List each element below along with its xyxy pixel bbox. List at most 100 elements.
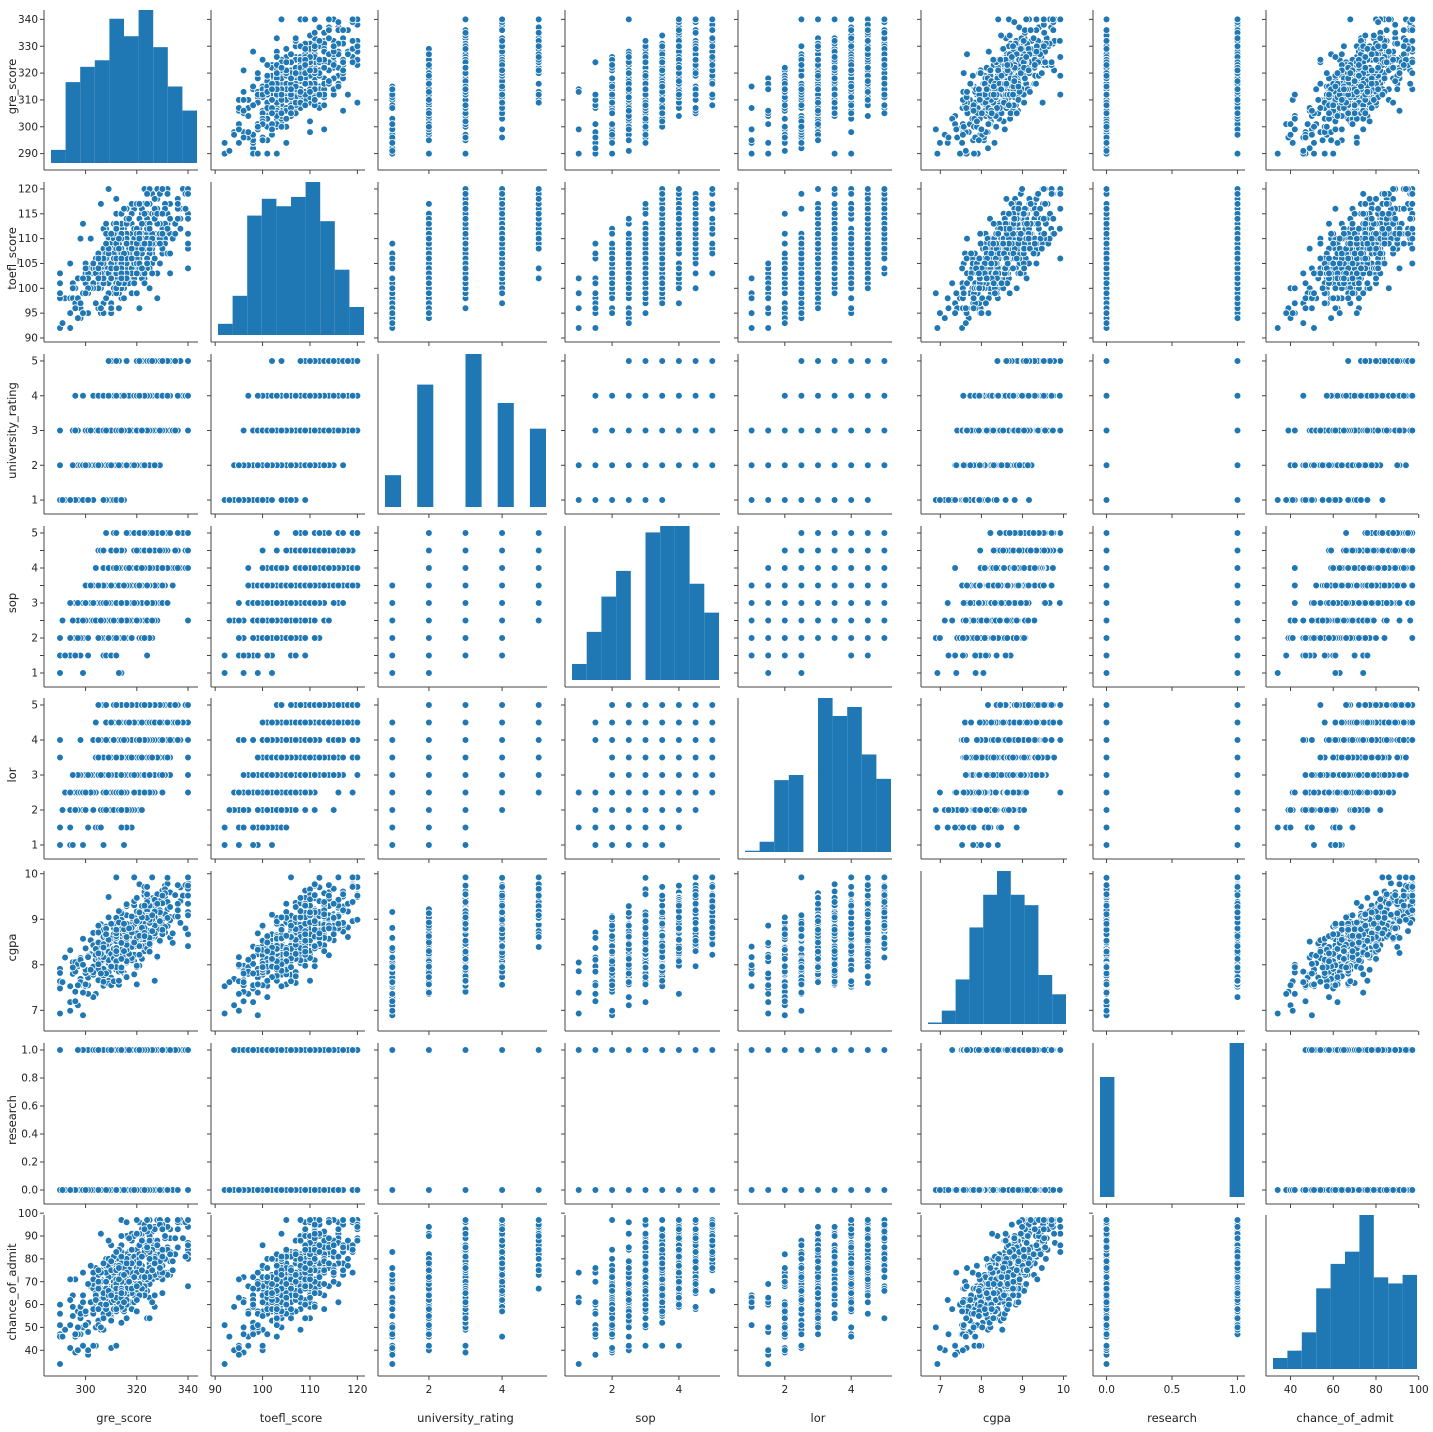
scatter-point — [985, 48, 992, 55]
scatter-point — [970, 107, 977, 114]
scatter-point — [676, 64, 683, 71]
scatter-point — [1390, 99, 1397, 106]
scatter-point — [278, 110, 285, 117]
scatter-point — [321, 102, 328, 109]
scatter-point — [335, 19, 342, 26]
scatter-point — [798, 86, 805, 93]
scatter-point — [659, 83, 666, 90]
scatter-point — [848, 67, 855, 74]
y-tick-label: 340 — [18, 14, 38, 26]
scatter-point — [1383, 27, 1390, 34]
scatter-point — [831, 75, 838, 82]
scatter-point — [609, 75, 616, 82]
scatter-point — [1011, 19, 1018, 26]
histogram-bar — [109, 19, 124, 163]
scatter-point — [236, 126, 243, 133]
scatter-point — [592, 145, 599, 152]
scatter-point — [709, 102, 716, 109]
scatter-point — [535, 29, 542, 36]
scatter-point — [326, 27, 333, 34]
scatter-point — [709, 35, 716, 42]
scatter-point — [709, 62, 716, 69]
scatter-point — [1396, 70, 1403, 77]
scatter-point — [881, 80, 888, 87]
scatter-point — [971, 150, 978, 157]
scatter-point — [1328, 137, 1335, 144]
scatter-point — [1039, 99, 1046, 106]
scatter-point — [1347, 70, 1354, 77]
scatter-point — [692, 70, 699, 77]
scatter-point — [1390, 64, 1397, 71]
scatter-point — [625, 148, 632, 155]
scatter-point — [1031, 62, 1038, 69]
scatter-point — [781, 134, 788, 141]
scatter-point — [321, 126, 328, 133]
scatter-point — [983, 86, 990, 93]
scatter-point — [748, 137, 755, 144]
scatter-point — [848, 102, 855, 109]
scatter-point — [781, 64, 788, 71]
histogram-bar — [153, 47, 168, 163]
scatter-point — [1006, 102, 1013, 109]
scatter-point — [354, 99, 361, 106]
scatter-point — [625, 126, 632, 133]
scatter-point — [1321, 150, 1328, 157]
scatter-point — [231, 131, 238, 138]
scatter-point — [426, 51, 433, 58]
scatter-point — [1234, 86, 1241, 93]
scatter-point — [1048, 59, 1055, 66]
scatter-point — [1234, 43, 1241, 50]
scatter-point — [1033, 48, 1040, 55]
y-tick-label: 290 — [18, 148, 38, 160]
scatter-point — [1010, 43, 1017, 50]
scatter-point — [1379, 91, 1386, 98]
scatter-point — [1341, 43, 1348, 50]
scatter-point — [311, 29, 318, 36]
scatter-point — [625, 86, 632, 93]
scatter-point — [1409, 59, 1416, 66]
scatter-point — [848, 150, 855, 157]
scatter-point — [848, 94, 855, 101]
scatter-point — [1390, 56, 1397, 63]
histogram-bar — [80, 67, 95, 163]
scatter-point — [709, 80, 716, 87]
scatter-point — [798, 72, 805, 79]
scatter-point — [1004, 62, 1011, 69]
scatter-point — [326, 35, 333, 42]
scatter-point — [1385, 16, 1392, 23]
scatter-point — [499, 126, 506, 133]
scatter-point — [254, 150, 261, 157]
scatter-point — [1345, 110, 1352, 117]
scatter-point — [592, 91, 599, 98]
scatter-point — [765, 150, 772, 157]
scatter-point — [462, 29, 469, 36]
scatter-point — [1326, 110, 1333, 117]
scatter-point — [945, 134, 952, 141]
scatter-point — [964, 89, 971, 96]
scatter-point — [1400, 27, 1407, 34]
scatter-point — [781, 148, 788, 155]
scatter-point — [709, 16, 716, 23]
scatter-point — [1103, 46, 1110, 53]
scatter-point — [815, 56, 822, 63]
scatter-point — [985, 145, 992, 152]
scatter-point — [1332, 54, 1339, 61]
scatter-point — [330, 43, 337, 50]
scatter-point — [967, 80, 974, 87]
scatter-point — [1234, 97, 1241, 104]
scatter-point — [321, 64, 328, 71]
scatter-point — [1001, 126, 1008, 133]
scatter-point — [815, 86, 822, 93]
scatter-point — [1375, 19, 1382, 26]
scatter-point — [748, 105, 755, 112]
scatter-point — [1057, 91, 1064, 98]
scatter-point — [864, 89, 871, 96]
scatter-point — [848, 27, 855, 34]
scatter-point — [676, 27, 683, 34]
panel-gre_score-vs-chance_of_admit — [1262, 10, 1419, 174]
scatter-point — [254, 70, 261, 77]
scatter-point — [1103, 148, 1110, 155]
scatter-point — [1033, 80, 1040, 87]
panel-toefl_score-vs-gre_score: 9095100105110115120 — [18, 182, 198, 346]
scatter-point — [307, 67, 314, 74]
